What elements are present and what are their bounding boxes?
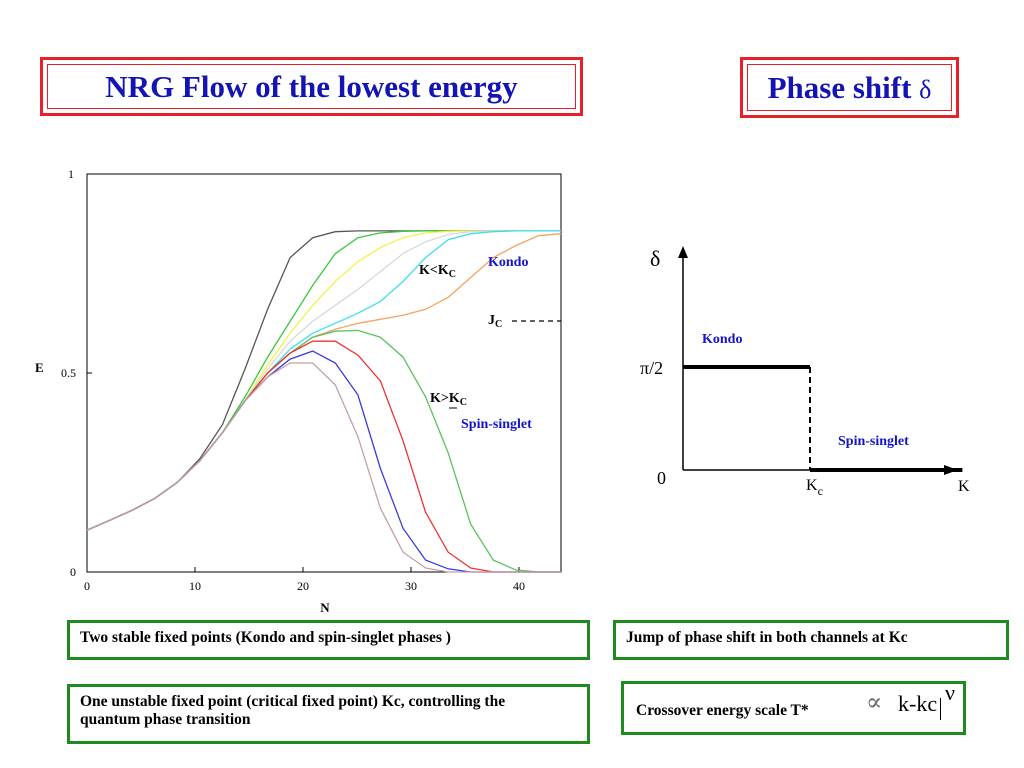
ytick-label: 0 bbox=[70, 565, 76, 579]
phase-xtick-kc: Kc bbox=[806, 477, 823, 498]
right-title: Phase shift δ bbox=[768, 70, 932, 106]
nrg-series-line-9 bbox=[86, 350, 561, 573]
note-crossover-scale: Crossover energy scale T* ∝ k-kc ν bbox=[621, 681, 966, 735]
nrg-series-line-5 bbox=[86, 230, 561, 531]
xtick-label: 10 bbox=[189, 579, 201, 593]
nrg-series-line-8 bbox=[86, 340, 561, 573]
phase-series-group bbox=[683, 365, 963, 472]
nrg-series-line-10 bbox=[86, 362, 561, 573]
annotation-kondo: Kondo bbox=[488, 255, 528, 270]
xtick-label: 0 bbox=[84, 579, 90, 593]
note-phase-jump: Jump of phase shift in both channels at … bbox=[613, 620, 1009, 660]
left-title: NRG Flow of the lowest energy bbox=[105, 68, 518, 104]
phase-x-label: K bbox=[958, 478, 970, 495]
delta-symbol: δ bbox=[919, 74, 932, 104]
phase-ytick-0: 0 bbox=[657, 468, 666, 488]
proportional-symbol: ∝ bbox=[866, 690, 883, 716]
xtick-label: 20 bbox=[297, 579, 309, 593]
note-stable-fixed-points-text: Two stable fixed points (Kondo and spin-… bbox=[80, 629, 451, 646]
nrg-series-line-3 bbox=[86, 230, 561, 531]
abs-bar bbox=[940, 698, 941, 720]
note-unstable-fixed-point: One unstable fixed point (critical fixed… bbox=[67, 684, 590, 744]
nrg-series-group bbox=[86, 230, 562, 573]
phase-ytick-pi2: π/2 bbox=[640, 358, 663, 378]
phase-y-label: δ bbox=[650, 246, 660, 271]
note-stable-fixed-points: Two stable fixed points (Kondo and spin-… bbox=[67, 620, 590, 660]
phase-annotation-spin-singlet: Spin-singlet bbox=[838, 434, 909, 449]
phase-shift-chart: δ π/2 0 Kc K Kondo Spin-singlet bbox=[640, 246, 970, 498]
annotation-spin-singlet: Spin-singlet bbox=[461, 417, 532, 432]
xtick-label: 30 bbox=[405, 579, 417, 593]
nrg-series-line-1 bbox=[86, 230, 561, 531]
note-phase-jump-text: Jump of phase shift in both channels at … bbox=[626, 629, 908, 646]
nrg-series-line-2 bbox=[86, 230, 561, 531]
annotation-jc: JC bbox=[488, 313, 502, 330]
xtick-label: 40 bbox=[513, 579, 525, 593]
nu-exponent: ν bbox=[945, 680, 955, 705]
nrg-plot-frame bbox=[86, 173, 562, 573]
nrg-series-line-6 bbox=[86, 233, 562, 531]
annotation-k-greater-kc: K>KC bbox=[430, 391, 467, 408]
ytick-label: 0.5 bbox=[61, 366, 76, 380]
note-crossover-expr: k-kc bbox=[898, 691, 938, 716]
annotation-k-less-kc: K<KC bbox=[419, 263, 456, 280]
note-unstable-fixed-point-text: One unstable fixed point (critical fixed… bbox=[80, 693, 506, 728]
right-title-text: Phase shift bbox=[767, 69, 912, 105]
note-crossover-label: Crossover energy scale T* bbox=[636, 702, 809, 719]
ytick-label: 1 bbox=[68, 167, 74, 181]
phase-annotation-kondo: Kondo bbox=[702, 332, 742, 347]
right-title-box: Phase shift δ bbox=[740, 57, 959, 118]
nrg-plot-area: 1 0.5 0 E 0 10 20 30 40 N K<KC Kondo JC … bbox=[35, 167, 562, 615]
phase-y-arrowhead bbox=[678, 246, 688, 258]
left-title-box: NRG Flow of the lowest energy bbox=[40, 57, 583, 116]
x-axis-label: N bbox=[320, 600, 330, 615]
nrg-series-line-7 bbox=[86, 329, 561, 573]
nrg-series-line-4 bbox=[86, 230, 561, 531]
y-axis-label: E bbox=[35, 360, 44, 375]
